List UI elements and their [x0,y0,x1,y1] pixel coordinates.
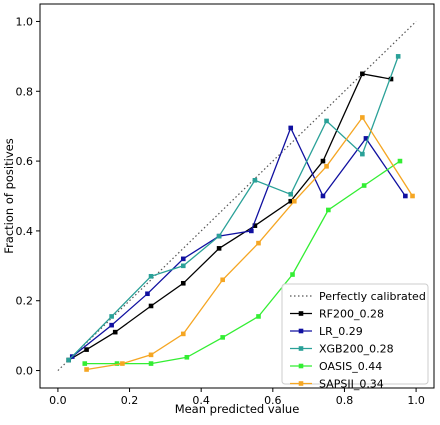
data-point-oasis-0-44 [148,361,154,366]
data-point-rf200-0-28 [320,158,326,164]
data-point-oasis-0-44 [220,335,225,340]
x-tick-label: 0.6 [264,394,282,407]
data-point-sapsii-0-34 [256,240,261,246]
axis-ticks: 0.0 0.2 0.4 0.6 0.8 1.0 0.0 0.2 0.4 0.6 0.8 1.0 [16,15,425,407]
data-point-oasis-0-44 [361,183,367,188]
data-point-xgb200-0-28 [252,177,258,183]
series-line-xgb200-0-28 [68,56,399,361]
data-point-rf200-0-28 [288,198,294,204]
data-point-rf200-0-28 [84,347,89,352]
legend-swatch-marker [298,346,304,351]
x-tick-label: 0.8 [336,394,354,407]
data-point-rf200-0-28 [360,71,365,77]
data-point-xgb200-0-28 [148,273,154,279]
data-point-oasis-0-44 [290,272,295,277]
data-point-xgb200-0-28 [216,233,222,239]
legend-swatch-marker [298,363,304,369]
legend-entry-label: OASIS_0.44 [319,360,382,373]
data-point-lr-0-29 [288,125,294,131]
data-point-xgb200-0-28 [324,118,329,124]
data-point-rf200-0-28 [112,329,118,335]
data-point-xgb200-0-28 [66,357,71,363]
plot-frame [39,3,435,389]
y-tick-label: 0.8 [16,85,34,98]
data-point-sapsii-0-34 [324,164,329,169]
data-point-sapsii-0-34 [410,193,415,199]
data-point-lr-0-29 [109,322,114,328]
data-point-lr-0-29 [145,291,150,297]
y-tick-label: 0.6 [16,155,34,168]
series-line-lr-0-29 [71,126,406,358]
data-point-sapsii-0-34 [360,115,365,120]
legend-entry-label: Perfectly calibrated [319,290,426,303]
x-tick-label: 0.2 [121,394,139,407]
series-line-oasis-0-44 [84,160,401,365]
data-point-xgb200-0-28 [180,263,186,269]
x-tick-label: 0.4 [192,394,210,407]
legend-entry-label: SAPSII_0.34 [319,378,384,391]
legend-entry-label: RF200_0.28 [319,308,384,321]
data-point-lr-0-29 [180,256,186,262]
data-point-oasis-0-44 [82,361,88,366]
data-point-xgb200-0-28 [395,54,401,59]
data-point-oasis-0-44 [326,207,331,213]
y-tick-label: 0.0 [16,365,34,378]
data-point-sapsii-0-34 [220,277,225,283]
data-point-lr-0-29 [403,193,408,199]
data-point-sapsii-0-34 [120,361,125,366]
y-tick-label: 0.4 [16,225,34,238]
y-axis-label: Fraction of positives [2,138,16,253]
data-point-lr-0-29 [249,228,254,234]
data-point-sapsii-0-34 [292,198,297,204]
data-point-rf200-0-28 [148,303,154,309]
data-point-oasis-0-44 [184,354,190,360]
data-point-rf200-0-28 [216,246,222,251]
legend-swatch-marker [298,381,304,386]
plot-area [57,21,417,372]
data-point-rf200-0-28 [252,223,258,228]
data-point-oasis-0-44 [256,314,261,319]
legend-swatch-marker [298,328,304,334]
legend: Perfectly calibrated RF200_0.28 LR_0.29 XGB… [281,283,429,391]
data-point-rf200-0-28 [180,280,186,286]
data-point-sapsii-0-34 [180,331,186,337]
data-point-lr-0-29 [363,136,369,141]
data-point-sapsii-0-34 [84,367,89,372]
legend-swatch-marker [298,311,304,316]
y-tick-label: 0.2 [16,295,34,308]
data-point-xgb200-0-28 [109,314,114,319]
legend-entry-label: LR_0.29 [319,325,363,338]
perfectly-calibrated-line [57,21,417,371]
x-axis-label: Mean predicted value [175,402,300,416]
data-point-xgb200-0-28 [360,151,365,157]
data-point-xgb200-0-28 [288,191,294,197]
data-point-lr-0-29 [320,193,326,199]
y-tick-label: 1.0 [16,15,34,28]
legend-entry-label: XGB200_0.28 [319,343,394,356]
x-tick-label: 0.0 [49,394,67,407]
data-point-oasis-0-44 [397,158,403,164]
legend-box [281,283,429,385]
data-point-oasis-0-44 [114,361,120,366]
data-point-rf200-0-28 [388,76,394,82]
series-line-sapsii-0-34 [86,116,414,371]
x-tick-label: 1.0 [407,394,425,407]
data-point-sapsii-0-34 [148,352,154,358]
